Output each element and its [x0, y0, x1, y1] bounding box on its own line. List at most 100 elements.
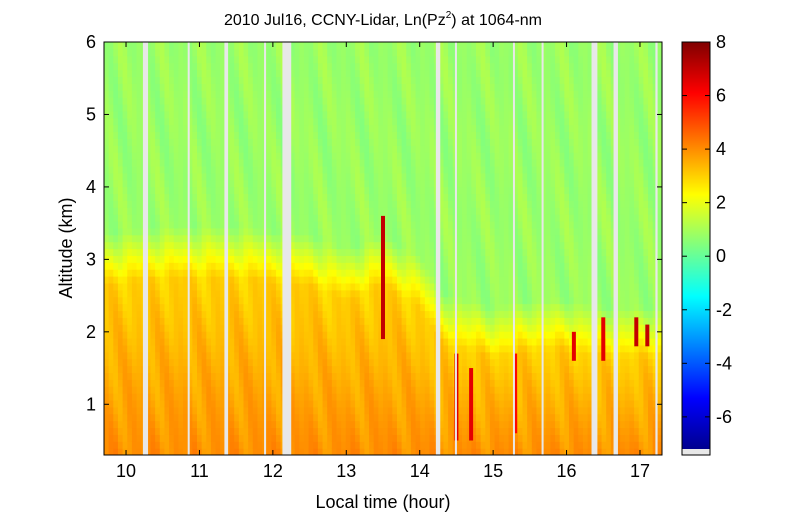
heatmap-cell: [457, 138, 463, 146]
heatmap-cell: [266, 110, 272, 119]
heatmap-cell: [350, 365, 356, 373]
heatmap-cell: [248, 310, 254, 318]
heatmap-cell: [164, 124, 170, 133]
heatmap-cell: [187, 241, 193, 250]
heatmap-cell: [299, 214, 305, 222]
heatmap-cell: [276, 427, 282, 435]
heatmap-cell: [197, 186, 203, 195]
heatmap-cell: [350, 145, 356, 153]
heatmap-cell: [150, 97, 156, 105]
heatmap-cell: [131, 124, 138, 133]
heatmap-cell: [448, 152, 454, 160]
heatmap-cell: [210, 289, 217, 298]
heatmap-cell: [238, 344, 245, 353]
heatmap-cell: [420, 379, 426, 387]
heatmap-cell: [387, 269, 393, 277]
heatmap-cell: [406, 117, 412, 126]
heatmap-cell: [364, 406, 370, 415]
heatmap-cell: [462, 358, 468, 367]
heatmap-cell: [341, 186, 347, 195]
heatmap-cell: [345, 393, 352, 401]
heatmap-cell: [238, 427, 245, 435]
heatmap-cell: [234, 186, 240, 195]
heatmap-cell: [104, 317, 110, 325]
heatmap-cell: [117, 117, 124, 126]
heatmap-cell: [257, 179, 263, 188]
heatmap-cell: [122, 344, 128, 353]
heatmap-cell: [410, 406, 417, 415]
heatmap-cell: [336, 138, 342, 146]
heatmap-cell: [373, 234, 379, 243]
heatmap-cell: [392, 97, 398, 105]
heatmap-cell: [266, 200, 272, 208]
heatmap-cell: [424, 351, 431, 360]
heatmap-cell: [313, 55, 319, 64]
heatmap-cell: [429, 379, 435, 387]
heatmap-cell: [197, 269, 203, 277]
heatmap-cell: [294, 131, 300, 139]
heatmap-cell: [476, 90, 482, 98]
heatmap-cell: [359, 262, 365, 270]
heatmap-cell: [438, 83, 445, 91]
heatmap-cell: [476, 276, 482, 284]
heatmap-cell: [238, 193, 245, 201]
heatmap-cell: [243, 207, 249, 215]
heatmap-cell: [183, 200, 189, 208]
heatmap-cell: [364, 344, 370, 353]
heatmap-cell: [164, 365, 170, 373]
heatmap-cell: [155, 76, 161, 84]
heatmap-cell: [266, 262, 272, 270]
heatmap-cell: [443, 207, 449, 215]
heatmap-cell: [415, 406, 421, 415]
heatmap-cell: [424, 97, 431, 105]
heatmap-cell: [150, 103, 156, 112]
heatmap-cell: [266, 393, 272, 401]
heatmap-cell: [187, 393, 193, 401]
heatmap-cell: [392, 165, 398, 174]
heatmap-cell: [271, 248, 277, 256]
heatmap-cell: [308, 124, 314, 133]
heatmap-cell: [359, 62, 365, 71]
heatmap-cell: [443, 393, 449, 401]
heatmap-cell: [252, 69, 259, 78]
heatmap-cell: [410, 131, 417, 139]
heatmap-cell: [327, 186, 333, 195]
heatmap-cell: [485, 172, 491, 181]
heatmap-cell: [276, 317, 282, 325]
heatmap-cell: [266, 220, 272, 229]
heatmap-cell: [462, 262, 468, 270]
heatmap-cell: [257, 386, 263, 394]
heatmap-cell: [383, 159, 389, 167]
heatmap-cell: [443, 55, 449, 64]
heatmap-cell: [169, 76, 175, 84]
heatmap-cell: [420, 234, 426, 243]
heatmap-cell: [145, 179, 152, 188]
heatmap-cell: [206, 117, 212, 126]
heatmap-cell: [220, 393, 226, 401]
heatmap-cell: [424, 386, 431, 394]
heatmap-cell: [117, 420, 124, 429]
heatmap-cell: [406, 138, 412, 146]
heatmap-cell: [150, 152, 156, 160]
heatmap-cell: [252, 131, 259, 139]
heatmap-cell: [485, 351, 491, 360]
heatmap-cell: [197, 289, 203, 298]
heatmap-cell: [406, 241, 412, 250]
heatmap-cell: [438, 434, 445, 442]
heatmap-cell: [201, 337, 207, 346]
heatmap-cell: [238, 365, 245, 373]
heatmap-cell: [169, 379, 175, 387]
heatmap-cell: [448, 276, 454, 284]
heatmap-cell: [396, 62, 403, 71]
heatmap-cell: [248, 207, 254, 215]
heatmap-cell: [327, 90, 333, 98]
heatmap-cell: [201, 393, 207, 401]
heatmap-cell: [215, 48, 221, 57]
heatmap-cell: [331, 110, 338, 119]
heatmap-cell: [308, 331, 314, 339]
heatmap-cell: [187, 255, 193, 263]
heatmap-cell: [401, 145, 407, 153]
heatmap-cell: [359, 117, 365, 126]
heatmap-cell: [252, 282, 259, 291]
heatmap-cell: [201, 179, 207, 188]
